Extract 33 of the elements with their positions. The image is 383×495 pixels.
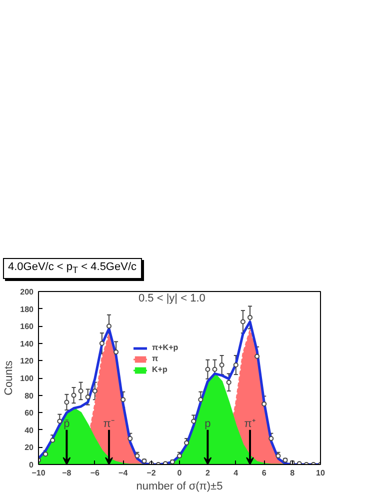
x-axis-title: number of σ(π)±5	[136, 480, 223, 492]
y-tick-label: 100	[20, 374, 34, 383]
y-tick-label: 0	[29, 460, 34, 470]
x-tick-label: 2	[205, 468, 210, 478]
legend-label: K+p	[152, 365, 168, 374]
x-tick-label: 6	[262, 468, 267, 478]
y-tick-label: 160	[20, 322, 34, 332]
annotation: 0.5 < |y| < 1.0	[138, 292, 206, 304]
legend-label: π	[152, 354, 160, 363]
chart-title: 4.0GeV/c < p$_{T}$ < 4.5GeV/c	[3, 258, 142, 280]
y-tick-label: 200	[20, 288, 34, 296]
y-axis-title: Counts	[3, 360, 16, 396]
y-tick-label: 60	[24, 408, 34, 418]
x-tick-label: 4	[234, 468, 239, 478]
y-tick-label: 180	[20, 304, 34, 314]
y-tick-label: 20	[24, 443, 34, 452]
x-tick-label: −8	[62, 468, 72, 478]
annotation: p̄	[64, 418, 70, 430]
annotation: π⁺	[244, 418, 256, 430]
annotation: p	[204, 418, 211, 430]
y-tick-label: 40	[24, 426, 34, 435]
y-tick-label: 120	[20, 356, 34, 366]
x-tick-label: −4	[118, 468, 128, 478]
x-tick-label: 8	[290, 468, 296, 478]
x-tick-label: −10	[32, 468, 46, 478]
legend-label: π+K+p	[152, 343, 178, 352]
annotation: π⁻	[103, 418, 115, 430]
x-tick-label: 0	[177, 468, 182, 478]
x-tick-label: 10	[316, 468, 326, 478]
y-tick-label: 140	[20, 339, 34, 348]
x-tick-label: −2	[146, 468, 156, 478]
x-tick-label: −6	[90, 468, 100, 478]
y-tick-label: 80	[24, 391, 34, 400]
